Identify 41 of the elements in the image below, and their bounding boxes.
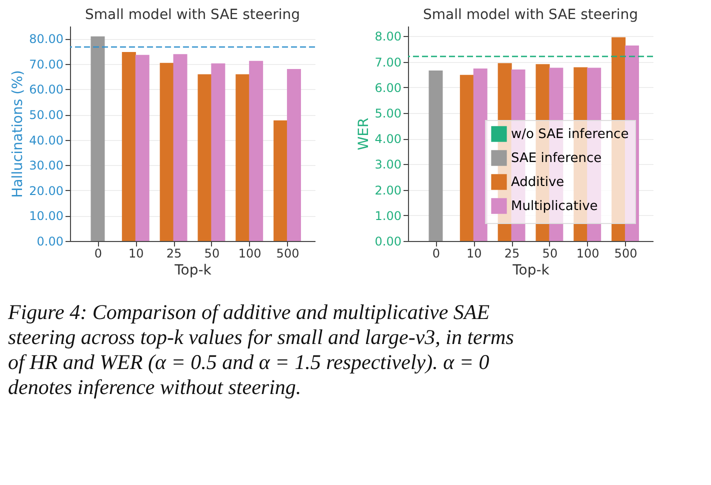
y-tick-label: 80.00	[29, 32, 64, 46]
x-axis-title: Top-k	[512, 262, 550, 278]
chart-title: Small model with SAE steering	[423, 7, 638, 23]
y-tick-label: 2.00	[374, 183, 402, 198]
y-tick-label: 50.00	[29, 108, 64, 122]
y-tick-label: 6.00	[374, 80, 402, 95]
y-tick-label: 0.00	[36, 234, 64, 248]
y-tick-label: 5.00	[374, 106, 402, 121]
y-tick-label: 0.00	[374, 234, 402, 248]
x-tick-label: 50	[542, 246, 558, 260]
chart-title: Small model with SAE steering	[85, 7, 300, 23]
y-tick-label: 3.00	[374, 158, 402, 172]
legend-label: w/o SAE inference	[511, 127, 629, 142]
x-tick-label: 500	[614, 246, 638, 260]
x-tick-label: 0	[432, 246, 440, 260]
x-tick-label: 50	[204, 246, 220, 260]
x-tick-label: 0	[94, 246, 102, 260]
y-tick-label: 10.00	[29, 209, 64, 224]
caption: Figure 4: Comparison of additive and multiplicative SAE steering across top-k values for small and large-v3, in terms of HR and WER (α = 0.5 and α = 1.5 respectively). α = 0 denotes inference without steering.	[7, 300, 514, 399]
y-tick-label: 70.00	[29, 57, 64, 72]
y-tick-label: 40.00	[29, 133, 64, 148]
y-tick-label: 7.00	[374, 55, 402, 70]
legend-label: Multiplicative	[511, 199, 598, 214]
legend-label: SAE inference	[511, 151, 602, 166]
y-tick-label: 60.00	[29, 82, 64, 97]
x-tick-label: 10	[466, 246, 482, 260]
x-tick-label: 100	[238, 246, 262, 260]
y-axis-title: Hallucinations (%)	[10, 70, 26, 198]
legend-label: Additive	[511, 175, 564, 190]
x-tick-label: 500	[276, 246, 300, 260]
x-tick-label: 25	[504, 246, 520, 260]
y-axis-title: WER	[356, 118, 372, 150]
y-tick-label: 20.00	[29, 184, 64, 198]
x-tick-label: 25	[166, 246, 182, 260]
y-tick-label: 4.00	[374, 132, 402, 146]
y-tick-label: 30.00	[29, 158, 64, 173]
x-axis-title: Top-k	[174, 262, 212, 278]
x-tick-label: 100	[576, 246, 600, 260]
y-tick-label: 1.00	[374, 208, 402, 223]
x-tick-label: 10	[128, 246, 144, 260]
y-tick-label: 8.00	[374, 30, 402, 44]
